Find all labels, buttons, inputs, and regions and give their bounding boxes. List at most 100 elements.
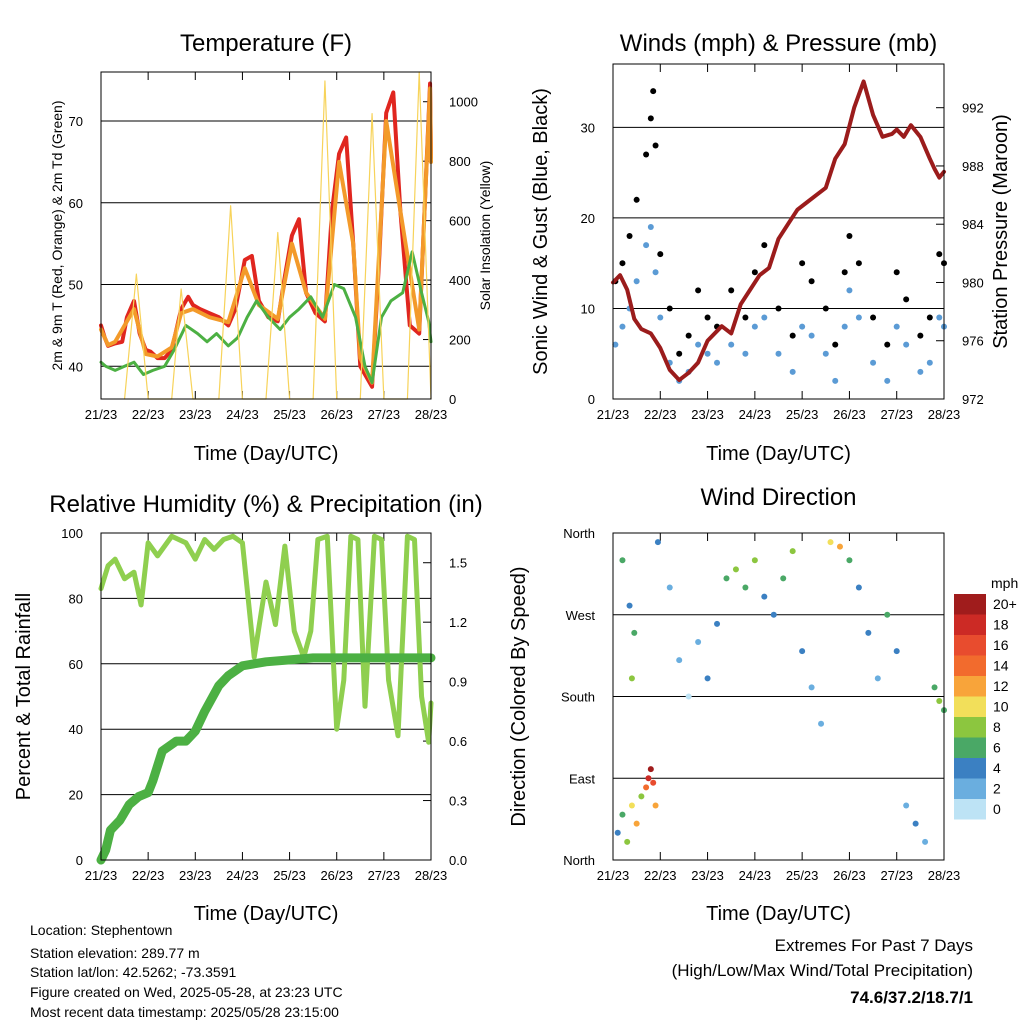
x-tick-label: 21/23 xyxy=(597,407,630,422)
x-tick-label: 24/23 xyxy=(739,407,772,422)
data-point xyxy=(751,269,758,276)
legend-swatch xyxy=(954,758,986,779)
series-sonic-wind xyxy=(612,223,947,384)
y-tick-label: 20 xyxy=(69,788,83,803)
y-tick-label: 60 xyxy=(69,196,83,211)
data-point xyxy=(922,838,929,845)
data-point xyxy=(652,142,659,149)
data-point xyxy=(751,323,758,330)
x-tick-label: 27/23 xyxy=(368,868,401,883)
data-point xyxy=(652,802,659,809)
data-point xyxy=(836,543,843,550)
legend-label: 6 xyxy=(993,740,1001,756)
y2-axis-label: Solar Insolation (Yellow) xyxy=(477,161,493,311)
data-point xyxy=(728,287,735,294)
legend-swatch xyxy=(954,594,986,615)
x-tick-label: 25/23 xyxy=(273,407,306,422)
data-point xyxy=(789,548,796,555)
data-point xyxy=(645,775,652,782)
y-tick-label: 30 xyxy=(581,120,595,135)
x-tick-label: 24/23 xyxy=(226,868,259,883)
data-point xyxy=(619,323,626,330)
x-tick-label: 21/23 xyxy=(85,407,118,422)
y-tick-label: West xyxy=(566,608,596,623)
data-point xyxy=(624,838,631,845)
x-tick-label: 21/23 xyxy=(85,868,118,883)
data-point xyxy=(619,557,626,564)
data-point xyxy=(714,620,721,627)
plot-frame xyxy=(612,532,945,861)
y2-tick-label: 0.9 xyxy=(449,675,467,690)
legend-label: 14 xyxy=(993,658,1009,674)
data-point xyxy=(695,639,702,645)
x-tick-label: 22/23 xyxy=(132,407,165,422)
data-point xyxy=(761,242,768,249)
y2-tick-label: 800 xyxy=(449,154,471,169)
data-point xyxy=(903,296,910,303)
plot-frame xyxy=(612,63,945,400)
y-tick-label: 60 xyxy=(69,657,83,672)
extremes-summary: Extremes For Past 7 Days (High/Low/Max W… xyxy=(672,936,973,1007)
y-tick-label: 0 xyxy=(76,853,83,868)
x-tick-label: 28/23 xyxy=(415,407,448,422)
data-point xyxy=(936,698,943,705)
series-gust xyxy=(612,88,947,357)
data-point xyxy=(657,251,664,258)
data-point xyxy=(714,359,721,366)
data-point xyxy=(650,88,657,95)
data-point xyxy=(926,314,933,321)
data-point xyxy=(775,305,782,312)
legend-swatch xyxy=(954,696,986,717)
chart-title: Temperature (F) xyxy=(180,30,352,57)
panel-humidity: Relative Humidity (%) & Precipitation (i… xyxy=(13,491,483,925)
y-tick-label: 70 xyxy=(69,114,83,129)
footer-recent: Most recent data timestamp: 2025/05/28 2… xyxy=(30,1004,339,1020)
x-tick-label: 27/23 xyxy=(880,407,913,422)
x-tick-label: 28/23 xyxy=(928,407,961,422)
data-point xyxy=(799,323,806,330)
data-point xyxy=(808,332,815,339)
data-point xyxy=(732,566,739,573)
x-axis-label: Time (Day/UTC) xyxy=(706,443,851,465)
legend-label: 20+ xyxy=(993,596,1017,612)
data-point xyxy=(775,350,782,357)
data-point xyxy=(751,557,758,564)
data-point xyxy=(695,341,702,348)
data-point xyxy=(893,323,900,330)
data-point xyxy=(808,278,815,285)
plot-frame xyxy=(100,532,432,861)
data-point xyxy=(643,784,650,791)
data-point xyxy=(912,820,919,827)
legend-swatch xyxy=(954,778,986,799)
data-point xyxy=(931,684,938,691)
data-point xyxy=(626,233,633,240)
data-point xyxy=(822,350,829,357)
x-tick-label: 23/23 xyxy=(691,868,724,883)
data-point xyxy=(841,323,848,330)
legend-label: 8 xyxy=(993,719,1001,735)
x-tick-label: 23/23 xyxy=(179,407,212,422)
panel-wind_direction: Wind Direction Time (Day/UTC) Direction (C… xyxy=(508,484,1018,925)
direction-points xyxy=(614,539,947,845)
x-tick-label: 25/23 xyxy=(273,868,306,883)
data-point xyxy=(631,629,638,636)
data-point xyxy=(704,314,711,321)
x-tick-label: 26/23 xyxy=(320,868,353,883)
x-tick-label: 23/23 xyxy=(179,868,212,883)
data-point xyxy=(780,575,787,582)
data-point xyxy=(761,314,768,321)
legend-label: 2 xyxy=(993,781,1001,797)
data-point xyxy=(903,802,910,809)
data-point xyxy=(870,359,877,366)
chart-title: Relative Humidity (%) & Precipitation (i… xyxy=(49,491,482,518)
data-point xyxy=(846,557,853,564)
data-point xyxy=(728,341,735,348)
y2-tick-label: 984 xyxy=(962,217,984,232)
y-tick-label: 50 xyxy=(69,278,83,293)
data-point xyxy=(761,593,768,600)
series-solar-insolation xyxy=(123,71,432,400)
y-axis-label: Percent & Total Rainfall xyxy=(13,593,35,801)
speed-legend: mph 20+ 18 16 14 12 10 8 6 4 2 0 xyxy=(954,575,1018,820)
legend-swatch xyxy=(954,799,986,820)
